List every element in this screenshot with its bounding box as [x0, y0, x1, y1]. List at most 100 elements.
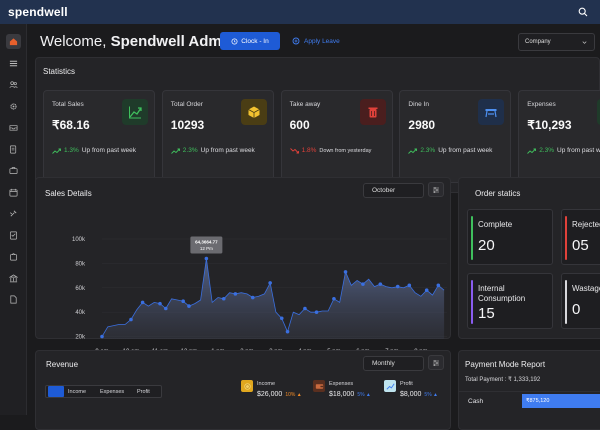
- stat-value: 600: [289, 118, 310, 132]
- chevron-down-icon: [582, 40, 587, 44]
- order-statics-title: Order statics: [475, 189, 521, 198]
- stat-card[interactable]: Expenses ₹10,293 2.3%Up from past week: [518, 90, 600, 183]
- order-stat-card[interactable]: Internal Consumption 15: [467, 273, 553, 329]
- stat-card[interactable]: Dine In 2980 2.3% Up from past week: [399, 90, 512, 183]
- sales-point: [395, 284, 400, 289]
- trend-up-icon: [408, 148, 418, 154]
- sales-point: [233, 292, 238, 296]
- sliders-icon: [433, 186, 439, 193]
- briefcase-icon: [9, 167, 18, 175]
- revenue-item-amount: $8,000: [400, 391, 422, 398]
- payment-mode-title: Payment Mode Report: [465, 360, 546, 369]
- table-icon: [478, 99, 505, 125]
- order-stat-label: Rejected: [572, 220, 600, 229]
- stat-card[interactable]: Total Sales ₹68.16 1.3% Up from past week: [43, 90, 155, 183]
- month-select[interactable]: October: [363, 183, 424, 198]
- apply-leave-label: Apply Leave: [304, 37, 340, 45]
- trend-up-icon: [52, 148, 61, 154]
- payment-row: Cash ₹875,120: [459, 391, 600, 409]
- sidebar-item-bank[interactable]: [6, 271, 21, 286]
- menu-icon: [9, 60, 18, 66]
- stat-label: Total Order: [170, 101, 203, 108]
- sales-point: [140, 300, 145, 305]
- sidebar-item-checklist[interactable]: [6, 228, 21, 243]
- sales-point: [163, 306, 168, 311]
- stat-card[interactable]: Take away 600 1.8% Down from yesterday: [280, 90, 393, 183]
- sales-filter-button[interactable]: [428, 182, 444, 197]
- period-select-value: Monthly: [372, 360, 395, 367]
- sidebar-item-home[interactable]: [6, 34, 21, 49]
- trend-up-icon: [170, 148, 180, 154]
- clock-in-label: Clock - In: [241, 37, 269, 45]
- settings-icon: [10, 102, 17, 110]
- sales-point: [181, 299, 185, 303]
- order-stat-card[interactable]: Complete 20: [467, 209, 553, 265]
- sidebar-item-calendar[interactable]: [6, 185, 21, 200]
- chart-tooltip-value: 64,3664.77: [195, 240, 218, 245]
- revenue-tab-active-swatch[interactable]: [48, 386, 64, 397]
- sidebar: [0, 24, 27, 415]
- order-stat-card[interactable]: Rejected 05: [561, 209, 600, 265]
- trend-icon: [384, 380, 396, 392]
- chart-up-icon: [122, 99, 148, 125]
- chart-up-icon: [597, 99, 600, 125]
- apply-leave-button[interactable]: Apply Leave: [292, 32, 340, 50]
- order-stat-card[interactable]: Wastage 0: [561, 273, 600, 329]
- tab-profit[interactable]: Profit: [137, 388, 150, 395]
- company-select[interactable]: Company: [518, 33, 595, 51]
- sidebar-item-report[interactable]: [6, 142, 21, 157]
- revenue-item-label: Profit: [400, 381, 413, 387]
- sales-point: [221, 296, 226, 301]
- stat-card[interactable]: Total Order 10293 2.3% Up from past week: [161, 90, 274, 183]
- stat-label: Take away: [289, 101, 321, 108]
- payment-row-value: ₹875,120: [526, 398, 550, 404]
- chart-tooltip: [190, 236, 223, 254]
- sidebar-item-users[interactable]: [6, 77, 21, 92]
- revenue-item-value: $18,000 5% ▲: [329, 391, 371, 398]
- stat-label: Expenses: [527, 101, 556, 108]
- total-payment-value: ₹ 1,333,192: [508, 377, 541, 383]
- report-icon: [9, 145, 17, 153]
- clock-in-button[interactable]: Clock - In: [220, 32, 280, 50]
- sidebar-item-menu[interactable]: [6, 56, 21, 71]
- leave-icon: [292, 37, 300, 45]
- company-select-value: Company: [525, 39, 551, 45]
- sidebar-item-briefcase[interactable]: [6, 163, 21, 178]
- revenue-item-label: Expenses: [329, 381, 354, 387]
- welcome-prefix: Welcome,: [40, 33, 111, 50]
- stat-value: 2980: [408, 118, 436, 132]
- brand-logo[interactable]: spendwell: [8, 5, 68, 19]
- order-stat-accent: [565, 216, 567, 260]
- bag-icon: [9, 253, 18, 261]
- sales-point: [343, 270, 348, 274]
- stat-delta: 1.8% Down from yesterday: [289, 147, 371, 154]
- payment-row-bar: ₹875,120: [522, 394, 600, 408]
- order-stat-value: 15: [478, 305, 495, 322]
- y-tick-label: 100k: [72, 237, 86, 243]
- sales-point: [100, 334, 104, 339]
- inbox-icon: [9, 125, 18, 131]
- stat-delta: 2.3%Up from past week: [408, 147, 492, 154]
- tab-income[interactable]: Income: [68, 388, 87, 395]
- revenue-filter-button[interactable]: [428, 355, 444, 370]
- chart-tooltip-time: 12 Pm: [200, 246, 213, 251]
- bank-icon: [9, 273, 18, 282]
- order-stat-accent: [471, 216, 473, 260]
- sidebar-item-tools[interactable]: [6, 206, 21, 221]
- order-stat-label: Wastage: [572, 284, 600, 293]
- stat-label: Total Sales: [52, 101, 84, 108]
- revenue-item-percent: 5% ▲: [357, 392, 371, 398]
- coin-icon: [241, 380, 253, 392]
- sidebar-item-inbox[interactable]: [6, 120, 21, 135]
- tab-expenses[interactable]: Expenses: [100, 388, 125, 395]
- sidebar-item-document[interactable]: [6, 292, 21, 307]
- stat-delta-percent: 1.8%: [301, 147, 317, 154]
- sales-point: [204, 256, 209, 261]
- sidebar-item-settings[interactable]: [6, 99, 21, 114]
- period-select[interactable]: Monthly: [363, 356, 424, 371]
- sliders-icon: [433, 359, 439, 366]
- sidebar-item-bag[interactable]: [6, 249, 21, 264]
- search-icon[interactable]: [578, 7, 588, 17]
- total-payment-label: Total Payment :: [465, 377, 507, 383]
- sales-point: [436, 283, 441, 288]
